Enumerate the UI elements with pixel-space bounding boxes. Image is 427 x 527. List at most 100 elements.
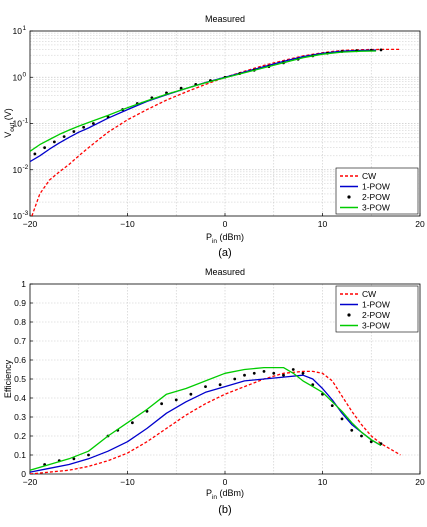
- series-cw-line: [30, 370, 401, 474]
- legend-3-pow-label: 3-POW: [362, 321, 390, 331]
- y-tick-label: 0.4: [14, 393, 26, 403]
- x-tick-label: 20: [415, 477, 425, 487]
- legend-cw-label: CW: [362, 289, 376, 299]
- x-tick-label: 20: [415, 219, 425, 229]
- chart-a-caption: (a): [218, 247, 231, 259]
- legend-2-pow-marker: [347, 195, 351, 199]
- series-2-pow-point: [243, 373, 246, 377]
- x-tick-label: 10: [318, 219, 328, 229]
- plot-area: [30, 366, 401, 474]
- series-2-pow-point: [233, 377, 237, 381]
- y-tick-label: 0.8: [14, 317, 26, 327]
- y-tick-exponent: 0: [23, 71, 27, 78]
- y-tick-label: 10: [13, 26, 23, 36]
- series-2-pow-point: [379, 442, 383, 445]
- series-2-pow-point: [360, 434, 363, 438]
- series-2-pow-point: [262, 370, 266, 373]
- y-tick-label: 1: [21, 279, 26, 289]
- series-2-pow-point: [130, 421, 134, 425]
- chart-b-y-label: Efficiency: [3, 359, 13, 398]
- series-2-pow-point: [272, 371, 276, 375]
- series-2-pow-point: [369, 440, 373, 444]
- series-2-pow-point: [340, 417, 344, 421]
- y-tick-label: 10: [13, 72, 23, 82]
- y-tick-exponent: -2: [23, 164, 29, 171]
- series-2-pow-point: [282, 373, 285, 377]
- x-tick-label: −20: [23, 477, 38, 487]
- series-2-pow-point: [204, 385, 207, 388]
- x-tick-label: 0: [223, 477, 228, 487]
- y-tick-exponent: 1: [23, 25, 27, 32]
- legend-3-pow-label: 3-POW: [362, 203, 390, 213]
- series-3-pow-line: [30, 50, 377, 152]
- chart-b-series: [30, 366, 401, 474]
- plot-area: [30, 48, 401, 216]
- y-tick-exponent: -3: [23, 210, 29, 217]
- chart-b-y-ticks: 0 0.1 0.2 0.3 0.4 0.5 0.6 0.7 0.8 0.9 1: [14, 279, 33, 479]
- chart-a-title: Measured: [205, 14, 245, 24]
- series-2-pow-point: [379, 48, 383, 52]
- x-tick-label: 10: [318, 477, 328, 487]
- y-tick-label: 10: [13, 165, 23, 175]
- x-tick-label: −10: [120, 219, 135, 229]
- legend-1-pow-label: 1-POW: [362, 300, 390, 310]
- series-2-pow-point: [33, 152, 37, 156]
- series-2-pow-point: [291, 368, 295, 371]
- series-2-pow-point: [174, 398, 178, 402]
- series-2-pow-point: [189, 392, 193, 396]
- series-2-pow-point: [62, 135, 66, 139]
- series-2-pow-point: [311, 383, 315, 387]
- series-2-pow-point: [301, 371, 305, 375]
- chart-a-x-ticks: −20 −10 0 10 20: [23, 213, 425, 229]
- y-tick-label: 0.3: [14, 412, 26, 422]
- series-2-pow-point: [72, 457, 76, 461]
- series-2-pow-point: [72, 130, 76, 133]
- chart-a-series: [30, 48, 401, 216]
- y-tick-label: 0.9: [14, 298, 26, 308]
- series-2-pow-point: [179, 86, 183, 90]
- series-1-pow-line: [30, 374, 382, 473]
- y-tick-exponent: -1: [23, 118, 29, 125]
- series-2-pow-point: [87, 453, 90, 457]
- legend-2-pow-marker: [347, 313, 351, 317]
- series-2-pow-point: [91, 122, 95, 125]
- series-2-pow-point: [52, 140, 56, 144]
- y-tick-label: 0.7: [14, 336, 26, 346]
- x-tick-label: −10: [120, 477, 135, 487]
- series-2-pow-point: [330, 404, 334, 407]
- y-tick-label: 0: [21, 469, 26, 479]
- series-2-pow-point: [82, 125, 86, 129]
- series-2-pow-point: [218, 383, 222, 387]
- y-tick-label: 0.5: [14, 374, 26, 384]
- series-cw-line: [31, 48, 401, 216]
- series-2-pow-point: [350, 428, 354, 432]
- chart-b-caption: (b): [218, 504, 231, 516]
- series-3-pow-line: [30, 366, 382, 471]
- series-2-pow-point: [252, 371, 256, 375]
- legend-cw-label: CW: [362, 171, 376, 181]
- x-tick-label: 0: [223, 219, 228, 229]
- legend-2-pow-label: 2-POW: [362, 310, 390, 320]
- y-tick-label: 0.6: [14, 355, 26, 365]
- y-tick-label: 0.2: [14, 431, 26, 441]
- legend-2-pow-label: 2-POW: [362, 192, 390, 202]
- series-2-pow-point: [43, 146, 47, 150]
- chart-b: Measured −20 −10 0 10 20 0 0.1 0.2 0.3 0.4 0.5 0.6…: [3, 267, 425, 516]
- chart-a-y-label: Vout (V): [3, 108, 16, 138]
- chart-a-x-label: Pin (dBm): [206, 232, 244, 245]
- y-tick-label: 10: [13, 119, 23, 129]
- x-tick-label: −20: [23, 219, 38, 229]
- chart-b-title: Measured: [205, 267, 245, 277]
- legend-box: [335, 167, 419, 215]
- series-2-pow-point: [160, 402, 164, 406]
- chart-b-x-ticks: −20 −10 0 10 20: [23, 471, 425, 487]
- y-tick-label: 0.1: [14, 450, 26, 460]
- y-tick-label: 10: [13, 211, 23, 221]
- legend-1-pow-label: 1-POW: [362, 182, 390, 192]
- chart-b-x-label: Pin (dBm): [206, 488, 244, 501]
